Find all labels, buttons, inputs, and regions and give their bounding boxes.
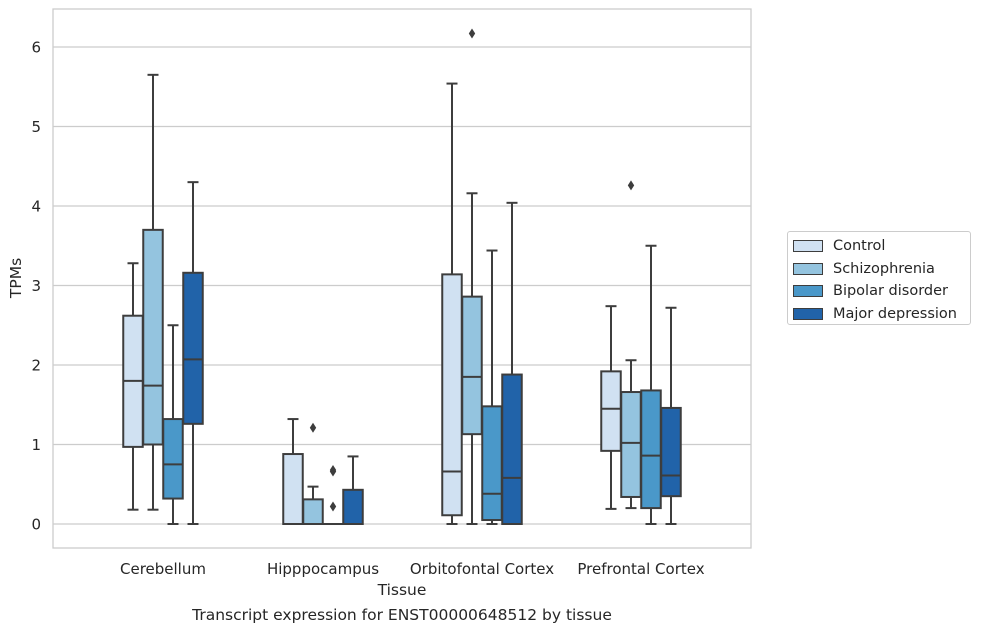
y-tick-label: 5 — [31, 118, 41, 136]
legend-label-major-depression: Major depression — [833, 305, 957, 322]
legend-label-schizophrenia: Schizophrenia — [833, 260, 935, 277]
box-control — [441, 82, 463, 525]
legend-item-control: Control — [792, 235, 970, 258]
y-axis-label: TPMs — [7, 258, 25, 299]
box-body — [640, 389, 662, 510]
y-tick-labels: 0 1 2 3 4 5 6 — [31, 39, 41, 534]
box-control — [600, 305, 622, 510]
box-bipolar-disorder — [162, 324, 184, 525]
box-body — [342, 488, 364, 526]
legend-label-control: Control — [833, 238, 886, 255]
x-tick-label: Prefrontal Cortex — [577, 560, 704, 578]
box-major-depression — [501, 201, 523, 526]
box-schizophrenia — [302, 422, 324, 526]
legend-swatch-control — [793, 240, 823, 253]
outlier-point — [627, 180, 635, 191]
box-body — [501, 373, 523, 526]
legend-swatch-major-depression — [793, 307, 823, 320]
box-body — [660, 406, 682, 498]
x-tick-labels: Cerebellum Hipppocampus Orbitofontal Corte… — [120, 560, 705, 578]
plot-frame — [52, 8, 752, 549]
x-tick-label: Orbitofontal Cortex — [410, 560, 554, 578]
outlier-point — [309, 422, 317, 433]
y-tick-label: 6 — [31, 39, 41, 57]
legend: Control Schizophrenia Bipolar disorder M… — [787, 231, 971, 325]
box-major-depression — [182, 181, 204, 525]
y-tick-label: 1 — [31, 436, 41, 454]
y-tick-label: 2 — [31, 357, 41, 375]
box-bipolar-disorder — [322, 464, 344, 526]
box-schizophrenia — [620, 180, 642, 510]
x-tick-label: Hipppocampus — [267, 560, 379, 578]
box-body — [142, 228, 164, 446]
box-schizophrenia — [142, 73, 164, 511]
box-body — [441, 273, 463, 517]
y-tick-label: 3 — [31, 277, 41, 295]
box-body — [182, 271, 204, 425]
legend-item-schizophrenia: Schizophrenia — [792, 258, 970, 281]
x-tick-label: Cerebellum — [120, 560, 206, 578]
legend-item-bipolar-disorder: Bipolar disorder — [792, 280, 970, 303]
box-body — [282, 453, 304, 526]
legend-item-major-depression: Major depression — [792, 303, 970, 326]
y-tick-label: 0 — [31, 516, 41, 534]
outlier-point — [468, 28, 476, 39]
box-body — [162, 418, 184, 500]
box-series — [122, 28, 682, 526]
box-schizophrenia — [461, 28, 483, 525]
box-control — [282, 418, 304, 526]
box-control — [122, 262, 144, 511]
box-body — [620, 391, 642, 498]
box-body — [481, 405, 503, 522]
y-tick-label: 4 — [31, 198, 41, 216]
legend-swatch-schizophrenia — [793, 262, 823, 275]
box-major-depression — [660, 306, 682, 525]
box-body — [302, 498, 324, 526]
figure-caption: Transcript expression for ENST0000064851… — [192, 606, 612, 624]
legend-label-bipolar-disorder: Bipolar disorder — [833, 283, 948, 300]
x-axis-label: Tissue — [377, 581, 427, 599]
box-major-depression — [342, 455, 364, 526]
legend-swatch-bipolar-disorder — [793, 285, 823, 298]
box-bipolar-disorder — [481, 249, 503, 525]
box-bipolar-disorder — [640, 244, 662, 525]
box-body — [461, 295, 483, 436]
box-body — [600, 370, 622, 452]
outlier-point — [329, 464, 337, 475]
outlier-point — [329, 501, 337, 512]
